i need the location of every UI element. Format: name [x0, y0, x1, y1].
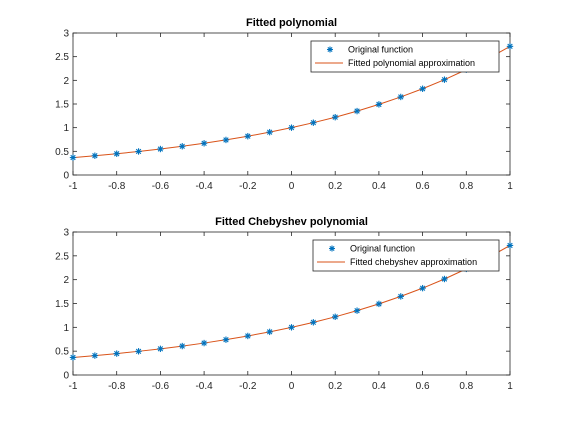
x-tick-label: -1 [69, 381, 78, 392]
legend-label: Fitted chebyshev approximation [350, 257, 477, 267]
data-point [222, 136, 230, 144]
data-point [441, 76, 448, 83]
y-tick-label: 3 [63, 228, 69, 239]
data-point [506, 242, 514, 249]
legend-marker [329, 245, 335, 252]
data-point [375, 101, 383, 108]
legend-label: Fitted polynomial approximation [348, 58, 475, 68]
data-point [266, 328, 273, 336]
x-tick-label: 0.4 [372, 181, 386, 192]
data-point [332, 313, 339, 320]
data-point [222, 336, 230, 343]
legend-box [310, 40, 500, 73]
data-point [353, 107, 361, 115]
data-point [397, 93, 404, 101]
data-point [288, 124, 295, 131]
y-tick-label: 3 [63, 29, 69, 40]
y-tick-label: 0.5 [55, 147, 69, 158]
x-tick-label: 0.8 [459, 181, 473, 192]
data-point [332, 114, 339, 121]
x-tick-label: -0.6 [152, 181, 170, 192]
data-point [69, 154, 77, 161]
data-point [135, 148, 142, 155]
x-tick-label: 0 [289, 381, 295, 392]
y-tick-label: 1.5 [55, 299, 69, 310]
y-tick-label: 1 [63, 123, 69, 134]
x-tick-label: -0.2 [239, 181, 257, 192]
x-tick-label: -0.2 [239, 381, 257, 392]
y-tick-label: 2 [63, 275, 69, 286]
x-tick-label: 1 [507, 381, 513, 392]
data-point [200, 339, 208, 347]
data-point [266, 128, 273, 136]
legend-label: Original function [348, 45, 413, 55]
data-point [179, 143, 186, 150]
x-tick-label: 0.6 [416, 181, 430, 192]
data-point [179, 342, 186, 350]
x-tick-label: -0.4 [195, 381, 213, 392]
y-tick-label: 0 [63, 171, 69, 182]
data-point [113, 150, 120, 157]
data-point [200, 140, 208, 147]
data-point [310, 119, 317, 126]
data-point [353, 307, 361, 314]
x-tick-label: 0.6 [416, 381, 430, 392]
legend-box [312, 239, 500, 272]
data-point [69, 354, 77, 361]
data-point [157, 345, 164, 353]
y-tick-label: 1.5 [55, 100, 69, 111]
x-tick-label: -0.4 [195, 181, 213, 192]
x-tick-label: 0.8 [459, 381, 473, 392]
data-point [419, 85, 426, 92]
data-point [91, 152, 99, 159]
legend-label: Original function [350, 244, 415, 254]
x-tick-label: -1 [69, 181, 78, 192]
legend: Original function Fitted polynomial appro… [310, 40, 500, 73]
x-tick-label: 0 [289, 181, 295, 192]
x-tick-label: -0.8 [108, 381, 126, 392]
data-point [157, 145, 164, 153]
y-tick-label: 0.5 [55, 347, 69, 358]
data-point [135, 348, 142, 355]
legend: Original function Fitted chebyshev approx… [312, 239, 500, 272]
y-tick-label: 1 [63, 323, 69, 334]
x-tick-label: -0.6 [152, 381, 170, 392]
subplot-fitted-polynomial: Fitted polynomial -1 -0.8 -0.6 -0.4 -0.2 0 0.2 0… [55, 17, 513, 192]
x-tick-label: 1 [507, 181, 513, 192]
y-tick-label: 2 [63, 76, 69, 87]
subplot-fitted-chebyshev-polynomial: Fitted Chebyshev polynomial -1 -0.8 -0.6 -0.… [55, 216, 513, 392]
data-point [310, 319, 317, 326]
legend-marker [327, 46, 333, 53]
data-point [244, 133, 251, 140]
data-point [113, 350, 120, 357]
y-tick-label: 2.5 [55, 52, 69, 63]
data-point [244, 332, 251, 340]
x-tick-label: -0.8 [108, 181, 126, 192]
chart-title: Fitted polynomial [246, 17, 337, 29]
x-tick-label: 0.4 [372, 381, 386, 392]
data-point [288, 324, 295, 331]
data-point [91, 352, 99, 359]
y-tick-label: 0 [63, 371, 69, 382]
data-point [397, 293, 404, 300]
data-point [441, 275, 448, 283]
data-point [419, 284, 426, 292]
data-point [375, 300, 383, 308]
y-tick-label: 2.5 [55, 251, 69, 262]
chart-title: Fitted Chebyshev polynomial [215, 216, 368, 228]
x-tick-label: 0.2 [328, 381, 342, 392]
data-point [506, 43, 514, 50]
x-tick-label: 0.2 [328, 181, 342, 192]
